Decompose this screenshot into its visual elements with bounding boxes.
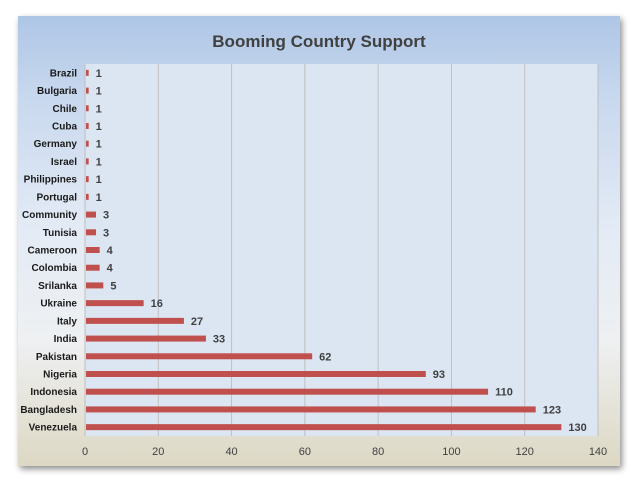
x-tick-label: 20 bbox=[152, 446, 164, 458]
data-label: 1 bbox=[96, 121, 102, 133]
data-label: 110 bbox=[495, 387, 513, 399]
category-label: Germany bbox=[34, 139, 78, 150]
category-labels: Brazil Bulgaria Chile Cuba Germany Israel Phil… bbox=[20, 68, 77, 433]
category-label: Colombia bbox=[31, 263, 77, 274]
bar bbox=[86, 247, 100, 253]
category-label: Tunisia bbox=[43, 228, 78, 239]
bar bbox=[86, 176, 89, 183]
category-label: Philippines bbox=[24, 175, 78, 186]
category-label: Venezuela bbox=[29, 423, 78, 434]
bar bbox=[86, 424, 562, 431]
category-label: Israel bbox=[51, 157, 77, 168]
bar bbox=[86, 335, 206, 342]
data-label: 27 bbox=[191, 316, 203, 328]
category-label: Brazil bbox=[50, 68, 77, 79]
bar bbox=[86, 353, 313, 360]
bar bbox=[86, 211, 96, 218]
bar bbox=[86, 229, 96, 236]
data-label: 62 bbox=[319, 351, 331, 363]
bar bbox=[86, 317, 184, 324]
category-label: Italy bbox=[57, 316, 77, 327]
category-label: India bbox=[54, 334, 78, 345]
category-label: Cameroon bbox=[28, 246, 77, 257]
bar bbox=[86, 264, 100, 271]
bar bbox=[86, 158, 89, 165]
data-label: 1 bbox=[96, 103, 102, 115]
bar bbox=[86, 140, 89, 147]
category-label: Bulgaria bbox=[37, 86, 77, 97]
category-label: Ukraine bbox=[40, 299, 77, 310]
x-axis-ticks: 0 20 40 60 80 100 120 140 bbox=[82, 446, 607, 458]
bar bbox=[86, 87, 89, 94]
bars bbox=[86, 69, 562, 431]
x-tick-label: 100 bbox=[442, 446, 460, 458]
data-label: 1 bbox=[96, 192, 102, 204]
data-label: 123 bbox=[543, 404, 561, 416]
bar bbox=[86, 300, 144, 307]
data-label: 16 bbox=[151, 298, 163, 310]
data-label: 1 bbox=[96, 156, 102, 168]
bar bbox=[86, 282, 104, 289]
bar bbox=[86, 69, 89, 76]
x-tick-label: 140 bbox=[589, 446, 607, 458]
category-label: Indonesia bbox=[30, 387, 77, 398]
bar bbox=[86, 123, 89, 129]
data-label: 130 bbox=[568, 422, 586, 434]
x-tick-label: 0 bbox=[82, 446, 88, 458]
x-tick-label: 40 bbox=[225, 446, 237, 458]
data-label: 5 bbox=[110, 280, 116, 292]
x-tick-label: 80 bbox=[372, 446, 384, 458]
x-tick-label: 60 bbox=[299, 446, 311, 458]
data-label: 4 bbox=[107, 263, 114, 275]
bar bbox=[86, 371, 426, 377]
bar bbox=[86, 193, 89, 200]
category-label: Bangladesh bbox=[20, 405, 77, 416]
category-label: Cuba bbox=[52, 122, 77, 133]
category-label: Pakistan bbox=[36, 352, 77, 363]
bar bbox=[86, 105, 89, 112]
category-label: Srilanka bbox=[38, 281, 77, 292]
data-label: 1 bbox=[96, 139, 102, 151]
x-tick-label: 120 bbox=[516, 446, 534, 458]
bar-chart: Brazil Bulgaria Chile Cuba Germany Israel Phil… bbox=[20, 32, 607, 458]
chart-title: Booming Country Support bbox=[212, 32, 426, 51]
category-label: Community bbox=[22, 210, 77, 221]
data-label: 4 bbox=[107, 245, 114, 257]
data-label: 1 bbox=[96, 174, 102, 186]
category-label: Chile bbox=[53, 104, 78, 115]
data-label: 1 bbox=[96, 86, 102, 98]
bar bbox=[86, 406, 536, 413]
data-label: 33 bbox=[213, 334, 225, 346]
data-label: 93 bbox=[433, 369, 445, 381]
category-label: Nigeria bbox=[43, 370, 77, 381]
plot-area bbox=[85, 64, 598, 436]
chart-frame: Brazil Bulgaria Chile Cuba Germany Israel Phil… bbox=[18, 16, 620, 466]
data-label: 3 bbox=[103, 210, 109, 222]
bar bbox=[86, 388, 489, 395]
category-label: Portugal bbox=[36, 192, 77, 203]
data-label: 3 bbox=[103, 227, 109, 239]
data-label: 1 bbox=[96, 68, 102, 80]
gridlines bbox=[84, 64, 599, 436]
